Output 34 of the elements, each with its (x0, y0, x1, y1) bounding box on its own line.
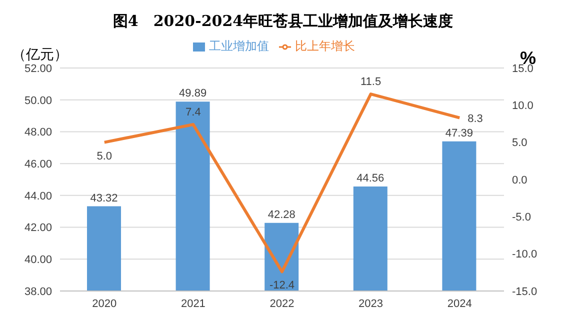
y2-tick-label: 15.0 (512, 62, 534, 75)
x-tick-label: 2022 (270, 298, 294, 310)
x-tick-label: 2023 (358, 298, 384, 310)
y-axis-title: （亿元） (12, 46, 68, 64)
data-label: -12.4 (269, 280, 295, 292)
y2-tick-label: 10.0 (512, 100, 534, 112)
y-tick-label: 46.00 (24, 158, 52, 170)
y2-tick-label: 5.0 (512, 137, 528, 150)
y-tick-label: 40.00 (24, 254, 52, 266)
y2-tick-label: -10.0 (512, 248, 538, 261)
y2-tick-label: -5.0 (512, 212, 531, 224)
legend-label: 比上年增长 (295, 39, 355, 53)
y-tick-label: 52.00 (24, 62, 52, 75)
data-label: 7.4 (186, 106, 201, 118)
data-label: 5.0 (96, 150, 112, 162)
x-tick-label: 2024 (447, 298, 472, 310)
y2-tick-label: 0.0 (512, 174, 528, 186)
data-label: 44.56 (356, 172, 384, 185)
data-label: 42.28 (268, 208, 296, 221)
data-label: 47.39 (445, 127, 473, 140)
data-label: 43.32 (90, 192, 118, 204)
y-tick-label: 44.00 (24, 190, 52, 202)
y2-tick-label: -15.0 (512, 286, 538, 298)
data-label: 11.5 (360, 76, 382, 88)
legend-label: 工业增加值 (209, 39, 269, 53)
y-tick-label: 42.00 (24, 222, 52, 234)
data-label: 8.3 (468, 112, 483, 125)
x-tick-label: 2020 (92, 298, 117, 310)
y-tick-label: 38.00 (24, 286, 52, 298)
y-tick-label: 50.00 (24, 94, 52, 107)
chart-title: 图4 2020-2024年旺苍县工业增加值及增长速度 (112, 11, 454, 32)
x-tick-label: 2021 (180, 298, 206, 310)
data-label: 49.89 (179, 88, 207, 100)
y-tick-label: 48.00 (24, 126, 52, 139)
